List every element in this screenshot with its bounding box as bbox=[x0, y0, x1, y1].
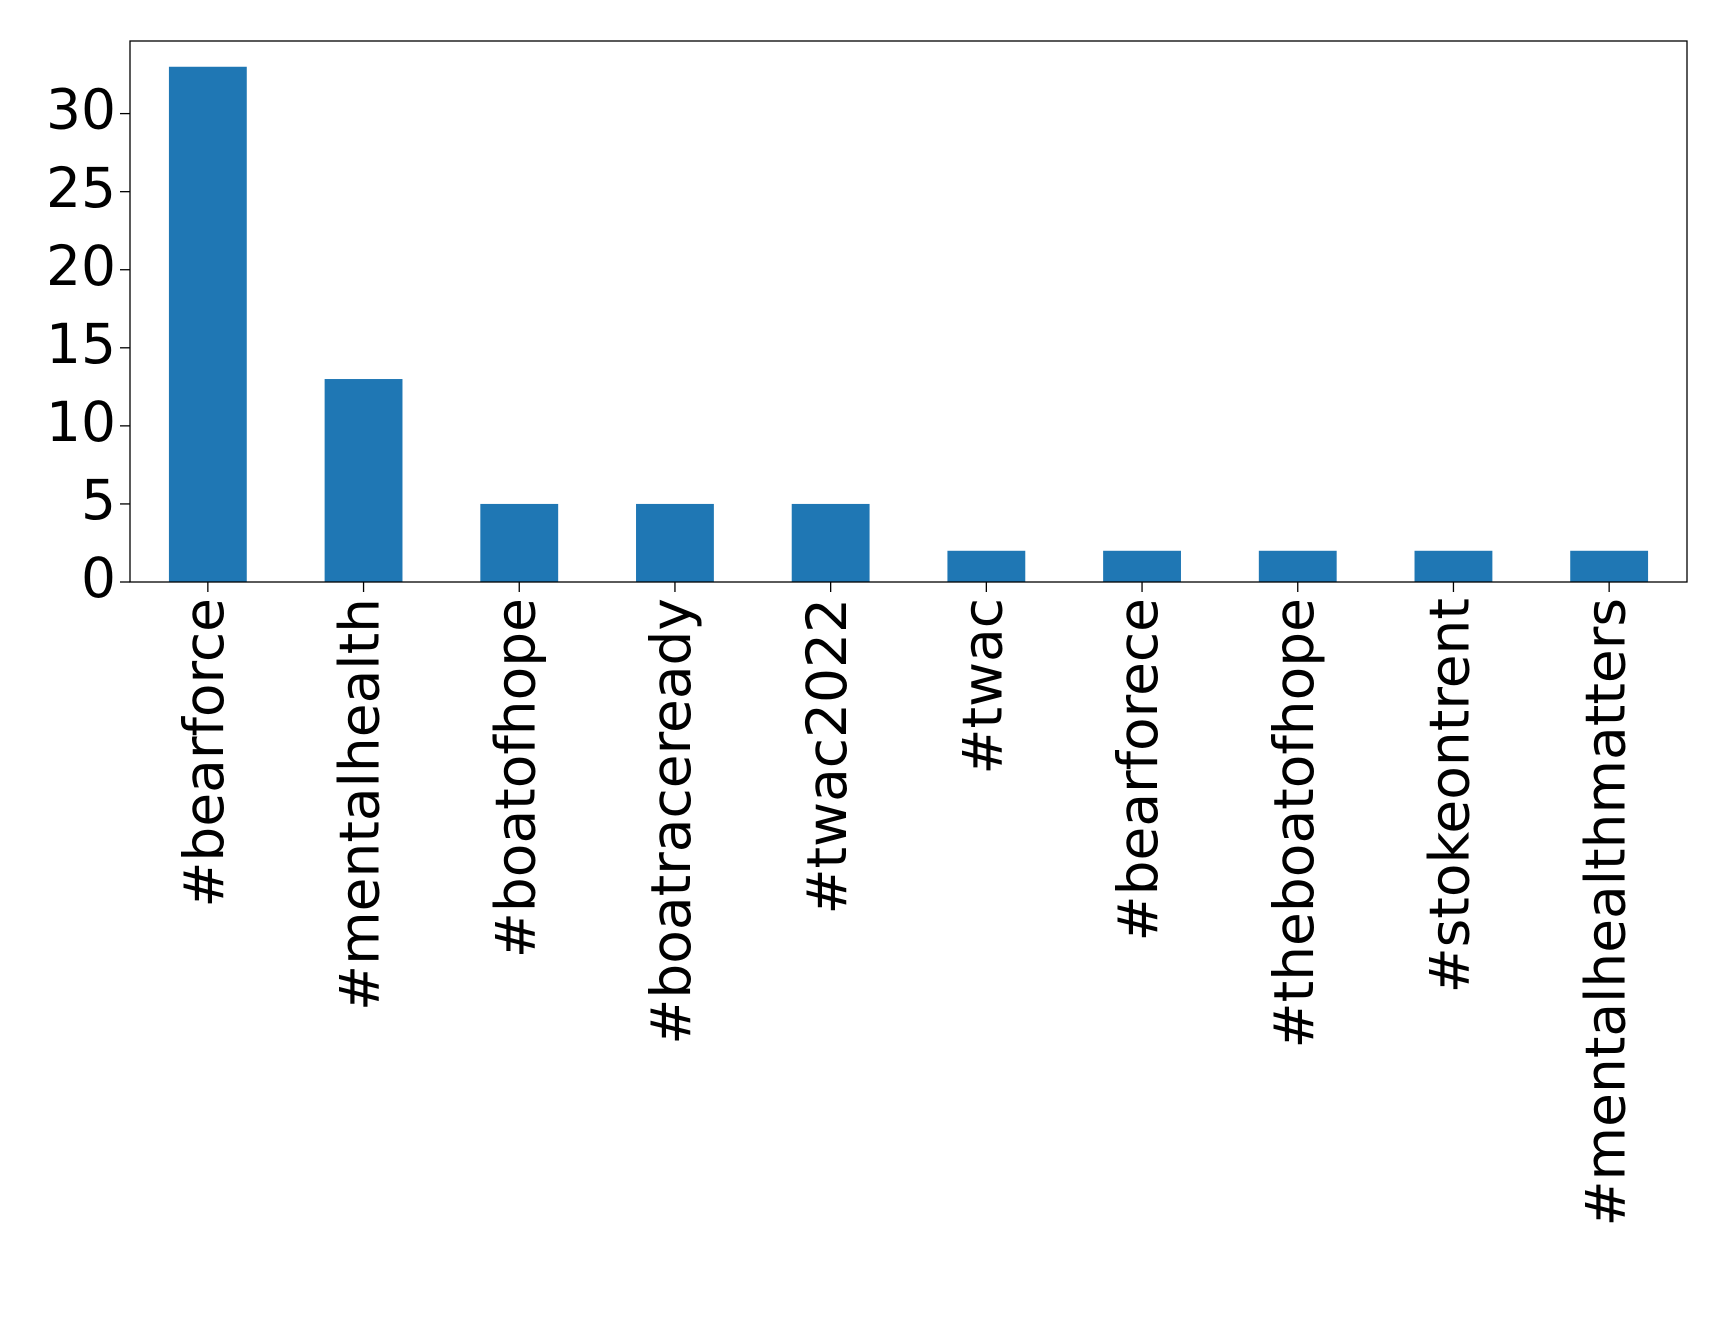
x-tick-label: #stokeontrent bbox=[1418, 598, 1482, 993]
x-tick-label: #theboatofhope bbox=[1262, 598, 1326, 1048]
bar bbox=[1258, 550, 1337, 582]
plot-frame bbox=[129, 40, 1688, 583]
x-tick-label: #mentalhealth bbox=[328, 598, 392, 1011]
y-tick-label: 10 bbox=[46, 390, 116, 454]
y-tick-label: 5 bbox=[81, 468, 116, 532]
y-tick-label: 25 bbox=[46, 156, 116, 220]
bar bbox=[480, 503, 559, 582]
y-tick-label: 15 bbox=[46, 312, 116, 376]
y-tick-label: 20 bbox=[46, 234, 116, 298]
bar bbox=[1414, 550, 1493, 582]
y-tick-label: 0 bbox=[81, 546, 116, 610]
x-tick-label: #twac2022 bbox=[795, 598, 859, 915]
bar bbox=[1570, 550, 1649, 582]
x-tick-label: #twac bbox=[950, 598, 1014, 775]
x-tick-label: #boatraceready bbox=[639, 598, 703, 1045]
x-tick-label: #boatofhope bbox=[483, 598, 547, 958]
x-tick-label: #mentalhealthmatters bbox=[1573, 598, 1637, 1227]
x-tick-label: #bearforece bbox=[1106, 598, 1170, 941]
bar bbox=[168, 66, 247, 582]
y-tick-label: 30 bbox=[46, 78, 116, 142]
bar bbox=[324, 379, 403, 582]
bar bbox=[1103, 550, 1181, 582]
bar bbox=[791, 503, 870, 582]
bar bbox=[636, 503, 714, 582]
bar bbox=[947, 550, 1026, 582]
x-tick-label: #bearforce bbox=[172, 598, 236, 908]
